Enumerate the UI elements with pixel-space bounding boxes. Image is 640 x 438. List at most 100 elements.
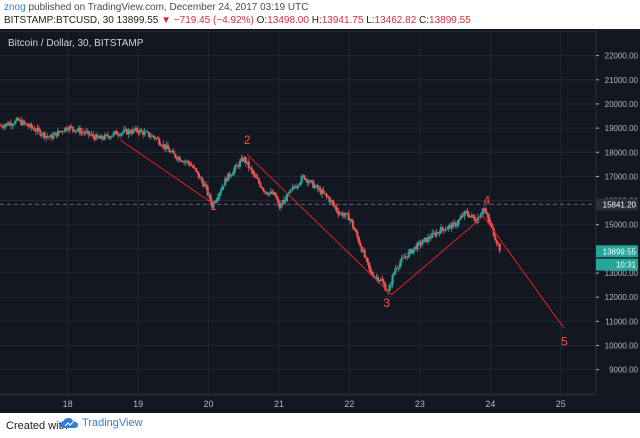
candle-body [111,135,114,137]
candle-body [15,118,18,121]
candle-body [453,222,456,224]
candle-body [439,226,443,234]
candle-body [108,136,111,139]
price-axis[interactable]: 9000.0010000.0011000.0012000.0013000.001… [595,29,640,413]
candle-body [309,180,312,183]
candle-body [303,175,306,180]
candle-body [435,232,438,236]
candle-body [28,124,32,127]
candle-body [294,187,297,189]
candle-body [112,132,115,136]
candle-body [153,137,156,139]
candle-body [89,134,92,136]
candle-body [329,200,333,203]
candle-body [436,232,440,234]
candle-body [93,136,96,140]
candle-body [428,236,431,239]
candle-body [103,134,107,140]
footer: Created with TradingView [0,413,640,438]
candle-body [498,243,501,251]
candle-body [199,177,202,179]
tradingview-brand[interactable]: TradingView [60,417,143,429]
high-label: H: [311,15,322,26]
price-badge-label: 10:31 [616,261,637,270]
candle-body [319,188,322,195]
candle-body [367,262,371,268]
candle-body [137,131,140,134]
candle-body [59,131,62,133]
candle-body [344,213,347,216]
price-badge-bg [596,245,638,258]
candle-body [163,144,167,149]
candle-body [376,276,380,282]
candle-body [212,202,215,208]
candle-body [18,119,21,121]
candle-body [379,279,382,281]
candle-body [149,136,152,138]
candle-body [373,276,377,278]
candle-body [334,205,337,208]
candle-body [152,135,155,138]
candle-body [144,131,148,133]
candle-body [31,127,35,129]
candle-body [232,169,236,174]
candle-body [494,236,497,241]
candle-body [53,132,57,135]
candle-body [4,125,7,128]
candle-body [133,129,136,131]
candle-body [423,237,426,240]
candle-body [5,123,8,126]
candle-body [268,192,271,195]
username-link[interactable]: znog [4,2,26,13]
candle-body [451,222,454,229]
chart-grid [0,30,596,395]
candle-body [243,157,246,162]
candle-body [253,174,256,176]
candle-body [365,257,368,258]
candle-body [390,284,393,286]
candle-body [306,179,309,184]
candle-body [39,130,42,136]
candle-body [310,180,313,182]
candle-body [272,192,275,195]
candle-body [318,188,321,190]
candle-body [285,193,289,202]
candle-body [369,267,372,272]
candle-body [304,179,308,180]
candle-body [40,135,43,136]
candle-body [353,227,356,231]
candle-body [293,186,296,188]
candle-body [48,136,51,138]
candle-body [43,132,46,138]
open-label: O: [256,15,268,26]
candle-body [394,268,397,273]
price-badge-label: 15841.20 [603,200,637,209]
candle-body [0,125,2,127]
candle-body [372,274,375,278]
candle-body [221,186,224,191]
candle-body [30,124,33,128]
candle-body [209,194,212,202]
candle-body [80,131,83,134]
time-axis[interactable]: 18 19 20 21 22 23 24 25 [0,394,640,413]
candle-body [37,127,40,131]
candle-body [489,222,493,225]
candle-body [297,185,300,187]
candle-body [65,127,68,130]
candle-body [128,130,131,133]
candle-body [131,129,134,134]
candle-body [147,131,151,137]
candle-body [363,250,366,258]
candle-body [146,131,149,133]
candle-body [109,136,112,139]
candle-body [291,186,294,190]
candle-body [180,160,183,162]
price-change: ▼ −719.45 (−4.92%) [161,15,254,26]
candle-body [397,267,400,269]
price-tick-label: 13000.00 [605,269,639,278]
published-text: published on TradingView.com, December 2… [28,2,309,13]
price-tick-label: 11000.00 [605,317,638,326]
candle-body [118,135,121,136]
